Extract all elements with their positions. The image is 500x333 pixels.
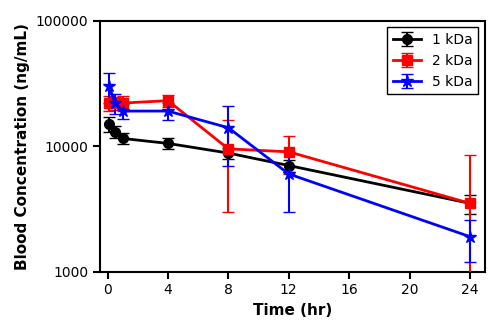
Y-axis label: Blood Concentration (ng/mL): Blood Concentration (ng/mL) xyxy=(15,23,30,269)
X-axis label: Time (hr): Time (hr) xyxy=(253,303,332,318)
Legend: 1 kDa, 2 kDa, 5 kDa: 1 kDa, 2 kDa, 5 kDa xyxy=(388,27,478,95)
